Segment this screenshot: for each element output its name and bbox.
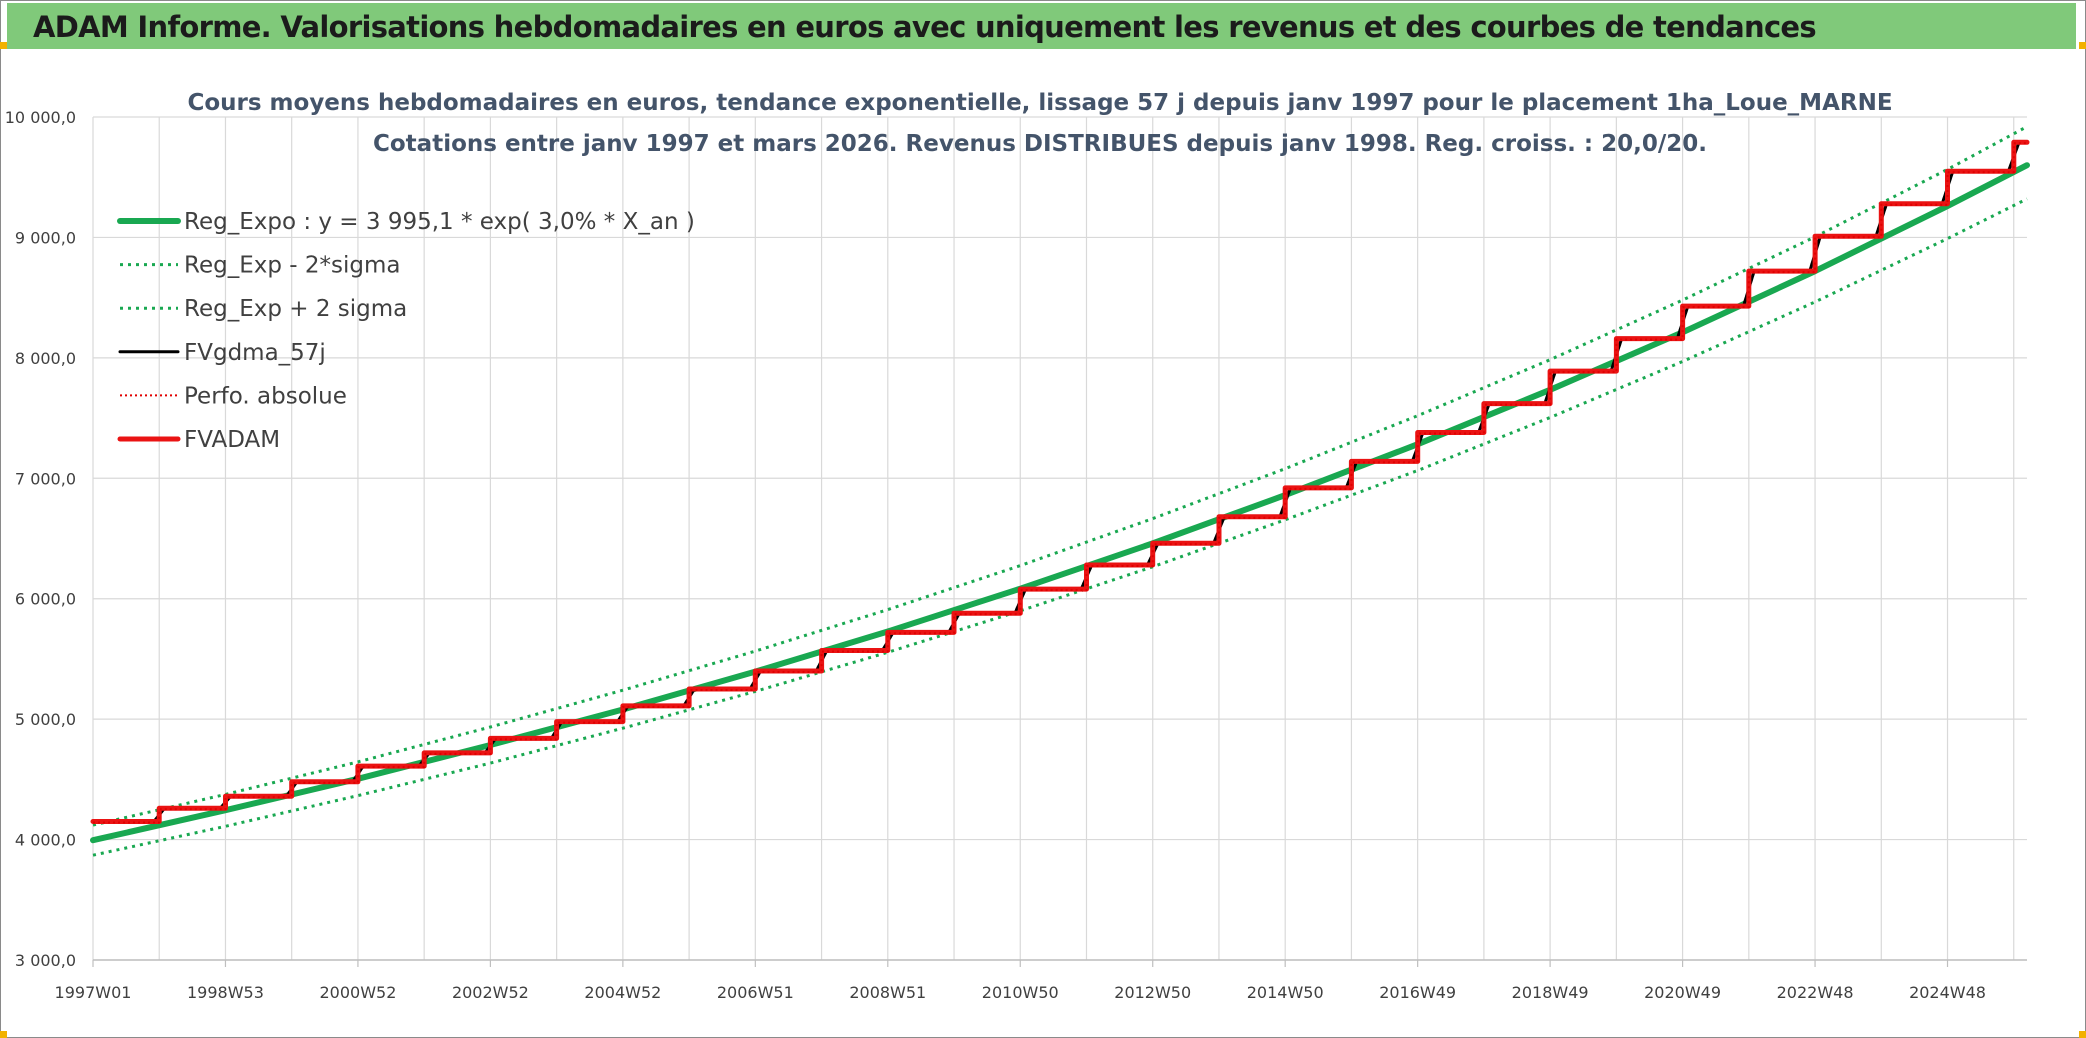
x-tick-label: 1997W01 [55,983,132,1002]
x-tick-label: 2022W48 [1777,983,1854,1002]
corner-accent [2079,1031,2086,1038]
banner-title: ADAM Informe. Valorisations hebdomadaire… [33,10,1817,44]
chart-title-line-2: Cotations entre janv 1997 et mars 2026. … [373,131,1707,157]
series [90,125,2030,857]
x-tick-label: 2020W49 [1644,983,1721,1002]
x-tick-label: 2014W50 [1247,983,1324,1002]
y-tick-label: 10 000,0 [5,108,76,127]
x-tick-label: 2002W52 [452,983,529,1002]
legend-label-reg_expo: Reg_Expo : y = 3 995,1 * exp( 3,0% * X_a… [184,209,695,235]
y-tick-label: 5 000,0 [15,710,76,729]
series-line-fvadam [90,139,2030,824]
y-tick-label: 9 000,0 [15,228,76,247]
corner-accent [0,1031,7,1038]
y-tick-label: 3 000,0 [15,951,76,970]
x-tick-label: 2024W48 [1909,983,1986,1002]
y-tick-label: 8 000,0 [15,349,76,368]
y-tick-label: 6 000,0 [15,590,76,609]
legend-label-fv_gdma: FVgdma_57j [184,340,326,366]
x-tick-label: 2008W51 [849,983,926,1002]
x-axis-tick-labels: 1997W01 1998W53 2000W52 2002W52 2004W52 2006W… [55,960,1986,1002]
y-tick-label: 4 000,0 [15,831,76,850]
series-line-reg_plus [92,125,2028,827]
corner-accent [0,42,7,49]
x-tick-label: 2018W49 [1512,983,1589,1002]
series-line-perfo [93,142,2027,824]
legend-label-reg_minus: Reg_Exp - 2*sigma [184,253,400,279]
legend-label-perfo: Perfo. absolue [184,383,347,409]
legend-label-reg_plus: Reg_Exp + 2 sigma [184,296,407,322]
grid [92,116,2027,961]
title-banner: ADAM Informe. Valorisations hebdomadaire… [7,3,2076,49]
x-tick-label: 2000W52 [319,983,396,1002]
legend: Reg_Expo : y = 3 995,1 * exp( 3,0% * X_a… [117,209,695,453]
y-axis-tick-labels: 3 000,0 4 000,0 5 000,0 6 000,0 7 000,0 8 000… [5,108,76,970]
x-tick-label: 2016W49 [1379,983,1456,1002]
legend-label-fvadam: FVADAM [184,427,280,453]
x-tick-label: 1998W53 [187,983,264,1002]
x-tick-label: 2004W52 [584,983,661,1002]
x-tick-label: 2006W51 [717,983,794,1002]
x-tick-label: 2010W50 [982,983,1059,1002]
x-tick-label: 2012W50 [1114,983,1191,1002]
y-tick-label: 7 000,0 [15,469,76,488]
corner-accent [2079,42,2086,49]
chart-title-line-1: Cours moyens hebdomadaires en euros, ten… [187,90,1892,116]
